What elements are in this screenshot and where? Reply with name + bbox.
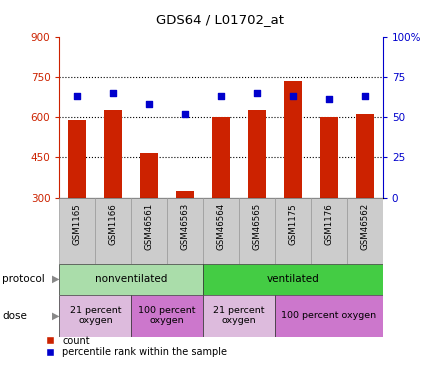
Text: GSM46565: GSM46565 (253, 203, 261, 250)
Text: 100 percent oxygen: 100 percent oxygen (281, 311, 377, 320)
Point (74, 93, 81, 99)
Bar (275, 198, 311, 264)
Text: GSM1176: GSM1176 (324, 203, 334, 244)
Text: GDS64 / L01702_at: GDS64 / L01702_at (156, 13, 284, 26)
Text: GSM1175: GSM1175 (289, 203, 297, 244)
Bar (320, 117, 338, 198)
Text: 21 percent
oxygen: 21 percent oxygen (70, 306, 121, 325)
Point (326, 97, 333, 102)
Bar (131, 295, 203, 337)
Bar (239, 198, 275, 264)
Bar (104, 111, 122, 198)
Bar (176, 191, 194, 198)
Point (253, 90, 260, 96)
Bar (131, 198, 167, 264)
Bar (212, 117, 230, 198)
Text: GSM46563: GSM46563 (181, 203, 190, 250)
Bar (203, 198, 239, 264)
Text: 100 percent
oxygen: 100 percent oxygen (139, 306, 196, 325)
Bar (203, 264, 383, 295)
Bar (275, 295, 383, 337)
Text: ▶: ▶ (52, 274, 59, 284)
Text: 21 percent
oxygen: 21 percent oxygen (213, 306, 265, 325)
Bar (140, 153, 158, 198)
Point (146, 101, 153, 107)
Bar (95, 198, 131, 264)
Bar (203, 295, 275, 337)
Bar (356, 115, 374, 198)
Bar (347, 198, 383, 264)
Bar (59, 264, 203, 295)
Text: GSM46564: GSM46564 (216, 203, 226, 250)
Text: ventilated: ventilated (267, 274, 319, 284)
Bar (167, 198, 203, 264)
Bar (59, 198, 95, 264)
Legend: count, percentile rank within the sample: count, percentile rank within the sample (40, 336, 227, 358)
Point (290, 93, 297, 99)
Bar (311, 198, 347, 264)
Text: GSM1165: GSM1165 (73, 203, 82, 244)
Point (182, 111, 189, 117)
Text: GSM46562: GSM46562 (360, 203, 369, 250)
Bar (59, 295, 131, 337)
Bar (68, 120, 86, 198)
Text: ▶: ▶ (52, 311, 59, 321)
Bar (284, 81, 302, 198)
Point (110, 90, 117, 96)
Point (361, 93, 368, 99)
Text: dose: dose (2, 311, 27, 321)
Text: nonventilated: nonventilated (95, 274, 168, 284)
Text: protocol: protocol (2, 274, 45, 284)
Point (218, 93, 225, 99)
Text: GSM46561: GSM46561 (145, 203, 154, 250)
Bar (248, 111, 266, 198)
Text: GSM1166: GSM1166 (109, 203, 118, 244)
